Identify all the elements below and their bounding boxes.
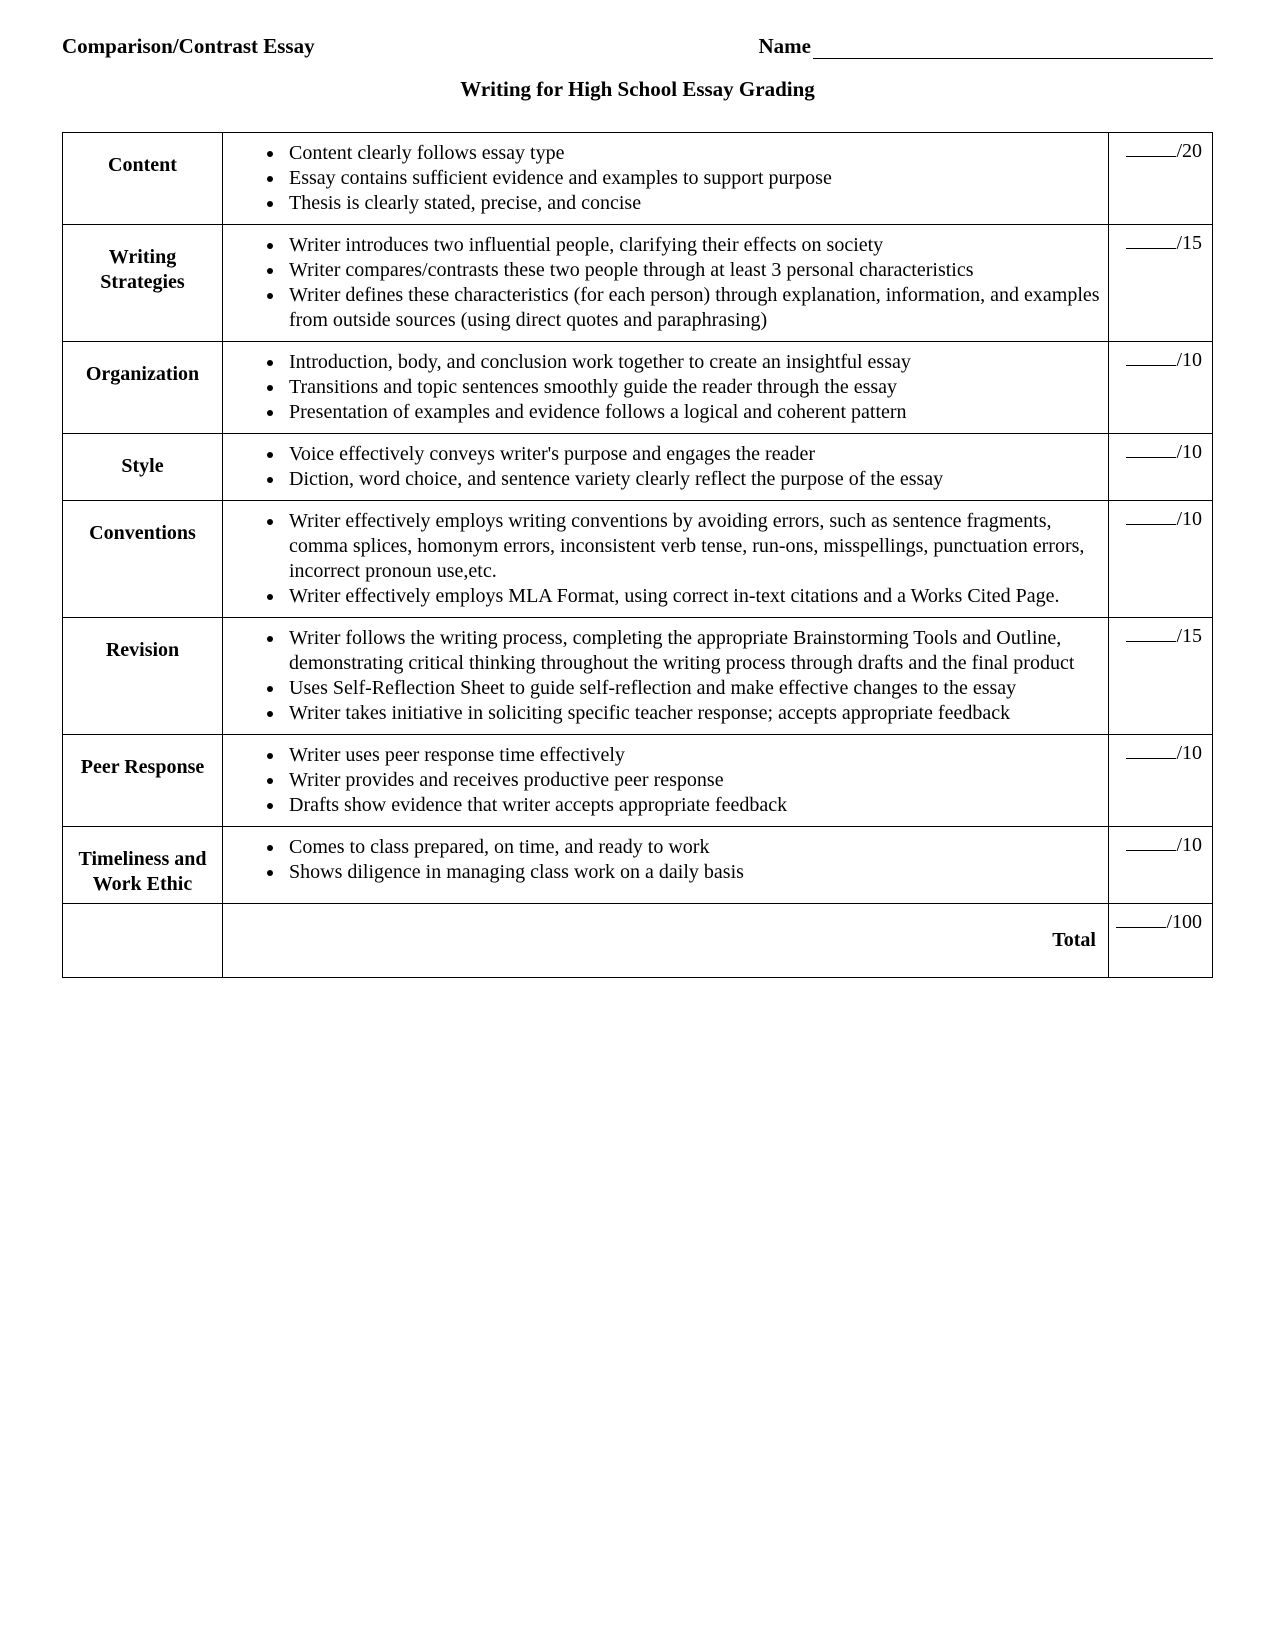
table-row: Peer Response Writer uses peer response t…	[63, 735, 1213, 827]
score-points: /20	[1176, 140, 1202, 162]
criteria-item: Presentation of examples and evidence fo…	[285, 400, 1100, 425]
table-row: ContentContent clearly follows essay typ…	[63, 133, 1213, 225]
table-row: Writing Strategies Writer introduces two …	[63, 225, 1213, 342]
category-cell: Revision	[63, 618, 223, 735]
criteria-item: Writer effectively employs MLA Format, u…	[285, 584, 1100, 609]
score-blank-line[interactable]	[1126, 509, 1176, 525]
criteria-item: Diction, word choice, and sentence varie…	[285, 467, 1100, 492]
score-cell: /15	[1109, 618, 1213, 735]
criteria-list: Writer effectively employs writing conve…	[231, 509, 1100, 609]
score-cell: /10	[1109, 434, 1213, 501]
criteria-list: Introduction, body, and conclusion work …	[231, 350, 1100, 425]
criteria-list: Writer follows the writing process, comp…	[231, 626, 1100, 726]
criteria-item: Writer effectively employs writing conve…	[285, 509, 1100, 584]
total-score-cell: /100	[1109, 904, 1213, 978]
criteria-cell: Content clearly follows essay typeEssay …	[223, 133, 1109, 225]
score-blank-line[interactable]	[1126, 350, 1176, 366]
category-cell: Writing Strategies	[63, 225, 223, 342]
criteria-cell: Writer effectively employs writing conve…	[223, 501, 1109, 618]
criteria-list: Comes to class prepared, on time, and re…	[231, 835, 1100, 885]
criteria-item: Shows diligence in managing class work o…	[285, 860, 1100, 885]
criteria-cell: Comes to class prepared, on time, and re…	[223, 827, 1109, 904]
criteria-cell: Introduction, body, and conclusion work …	[223, 342, 1109, 434]
criteria-item: Comes to class prepared, on time, and re…	[285, 835, 1100, 860]
score-points: /15	[1176, 625, 1202, 647]
name-field: Name	[759, 34, 1213, 59]
criteria-cell: Writer introduces two influential people…	[223, 225, 1109, 342]
score-points: /10	[1176, 742, 1202, 764]
criteria-item: Writer introduces two influential people…	[285, 233, 1100, 258]
score-points: /10	[1176, 441, 1202, 463]
name-label: Name	[759, 34, 811, 59]
criteria-item: Writer defines these characteristics (fo…	[285, 283, 1100, 333]
category-cell: Style	[63, 434, 223, 501]
score-cell: /10	[1109, 827, 1213, 904]
score-cell: /20	[1109, 133, 1213, 225]
criteria-cell: Voice effectively conveys writer's purpo…	[223, 434, 1109, 501]
score-blank-line[interactable]	[1126, 626, 1176, 642]
criteria-item: Writer compares/contrasts these two peop…	[285, 258, 1100, 283]
criteria-cell: Writer follows the writing process, comp…	[223, 618, 1109, 735]
criteria-item: Writer follows the writing process, comp…	[285, 626, 1100, 676]
score-cell: /10	[1109, 342, 1213, 434]
table-row: Conventions Writer effectively employs wr…	[63, 501, 1213, 618]
criteria-item: Drafts show evidence that writer accepts…	[285, 793, 1100, 818]
name-blank-line[interactable]	[813, 39, 1213, 59]
criteria-item: Introduction, body, and conclusion work …	[285, 350, 1100, 375]
total-row: Total/100	[63, 904, 1213, 978]
score-cell: /10	[1109, 501, 1213, 618]
essay-type-label: Comparison/Contrast Essay	[62, 34, 315, 59]
category-cell: Organization	[63, 342, 223, 434]
category-cell: Content	[63, 133, 223, 225]
table-row: Revision Writer follows the writing proce…	[63, 618, 1213, 735]
total-blank-line[interactable]	[1116, 912, 1166, 928]
criteria-item: Uses Self-Reflection Sheet to guide self…	[285, 676, 1100, 701]
criteria-item: Voice effectively conveys writer's purpo…	[285, 442, 1100, 467]
table-row: Organization Introduction, body, and conc…	[63, 342, 1213, 434]
criteria-item: Writer takes initiative in soliciting sp…	[285, 701, 1100, 726]
score-blank-line[interactable]	[1126, 442, 1176, 458]
page: Comparison/Contrast Essay Name Writing f…	[0, 0, 1275, 1018]
rubric-body: ContentContent clearly follows essay typ…	[63, 133, 1213, 978]
table-row: Timeliness and Work Ethic Comes to class …	[63, 827, 1213, 904]
header-row: Comparison/Contrast Essay Name	[62, 34, 1213, 59]
score-cell: /15	[1109, 225, 1213, 342]
criteria-list: Voice effectively conveys writer's purpo…	[231, 442, 1100, 492]
total-empty-cell	[63, 904, 223, 978]
category-cell: Conventions	[63, 501, 223, 618]
score-blank-line[interactable]	[1126, 835, 1176, 851]
criteria-item: Content clearly follows essay type	[285, 141, 1100, 166]
criteria-cell: Writer uses peer response time effective…	[223, 735, 1109, 827]
score-blank-line[interactable]	[1126, 141, 1176, 157]
rubric-table: ContentContent clearly follows essay typ…	[62, 132, 1213, 978]
criteria-list: Content clearly follows essay typeEssay …	[231, 141, 1100, 216]
criteria-item: Transitions and topic sentences smoothly…	[285, 375, 1100, 400]
criteria-item: Essay contains sufficient evidence and e…	[285, 166, 1100, 191]
criteria-item: Thesis is clearly stated, precise, and c…	[285, 191, 1100, 216]
criteria-item: Writer uses peer response time effective…	[285, 743, 1100, 768]
score-points: /15	[1176, 232, 1202, 254]
criteria-item: Writer provides and receives productive …	[285, 768, 1100, 793]
score-points: /10	[1176, 349, 1202, 371]
category-cell: Peer Response	[63, 735, 223, 827]
criteria-list: Writer uses peer response time effective…	[231, 743, 1100, 818]
total-label-cell: Total	[223, 904, 1109, 978]
score-blank-line[interactable]	[1126, 743, 1176, 759]
table-row: Style Voice effectively conveys writer's …	[63, 434, 1213, 501]
total-points: /100	[1166, 911, 1202, 933]
score-blank-line[interactable]	[1126, 233, 1176, 249]
category-cell: Timeliness and Work Ethic	[63, 827, 223, 904]
score-points: /10	[1176, 508, 1202, 530]
score-points: /10	[1176, 834, 1202, 856]
page-title: Writing for High School Essay Grading	[62, 77, 1213, 102]
criteria-list: Writer introduces two influential people…	[231, 233, 1100, 333]
score-cell: /10	[1109, 735, 1213, 827]
